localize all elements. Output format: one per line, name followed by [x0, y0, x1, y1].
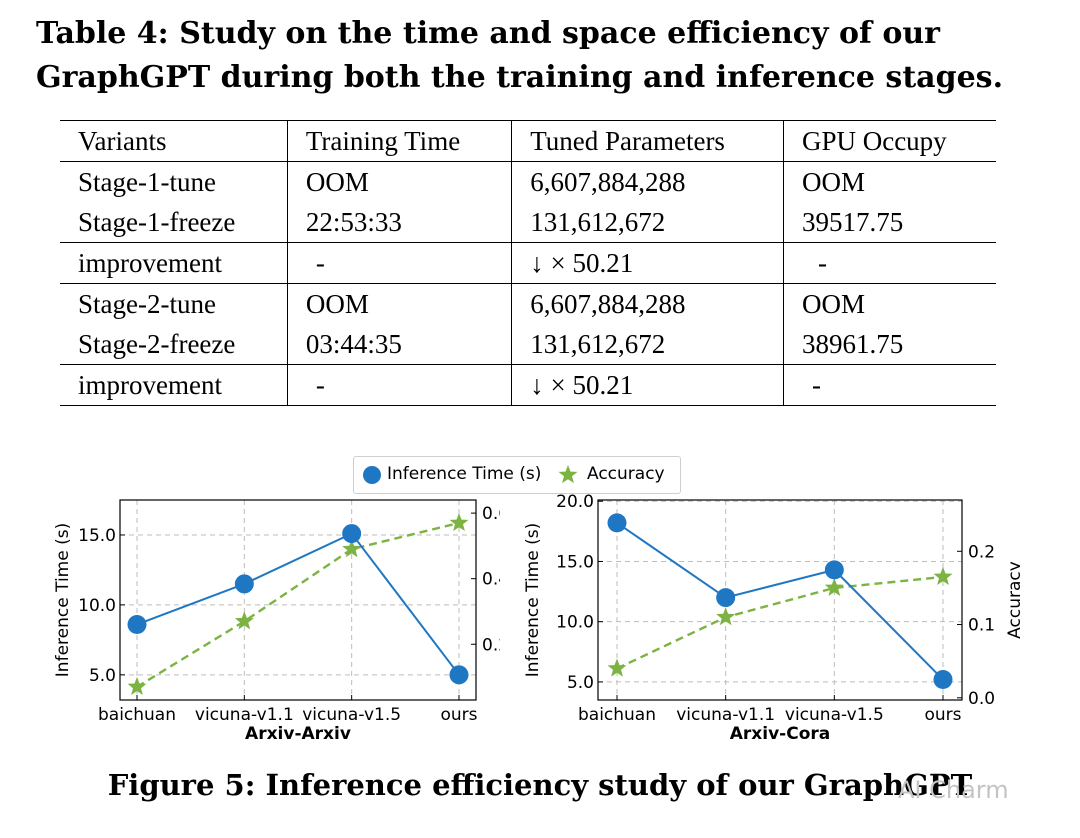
legend-star-marker [558, 465, 578, 484]
table-row: Stage-2-tune OOM 6,607,884,288 OOM [60, 283, 996, 324]
legend-label-accuracy: Accuracy [587, 464, 665, 484]
table-row-improvement: improvement - ↓ × 50.21 - [60, 364, 996, 406]
y-right-tick-label: 0.6 [482, 504, 500, 524]
legend-circle-marker [363, 466, 381, 484]
table-row-improvement: improvement - ↓ × 50.21 - [60, 242, 996, 284]
cell-variant: Stage-2-tune [60, 283, 288, 324]
x-tick-label: baichuan [578, 705, 656, 725]
y-right-axis-label: Accuracy [1005, 561, 1020, 639]
accuracy-point [234, 611, 254, 630]
accuracy-series-line [616, 575, 944, 670]
figure-caption: Figure 5: Inference efficiency study of … [107, 768, 973, 802]
y-right-tick-label: 0.2 [482, 635, 500, 655]
inference-time-point [716, 588, 736, 608]
inference-time-point [933, 670, 953, 690]
inference-time-point [449, 665, 469, 685]
accuracy-point [824, 577, 844, 596]
cell-training-time: OOM [287, 283, 513, 324]
cell-variant: improvement [60, 364, 288, 406]
cell-gpu-occupy: 39517.75 [783, 202, 996, 243]
accuracy-point [933, 566, 953, 585]
cell-tuned-parameters: 131,612,672 [511, 202, 784, 243]
cell-variant: Stage-1-tune [60, 161, 288, 202]
x-tick-label: ours [924, 705, 961, 725]
inference-time-series-line [136, 532, 460, 676]
cell-training-time: OOM [287, 161, 513, 202]
inference-time-series-line [616, 522, 944, 681]
inference-time-point [342, 524, 362, 544]
table-row: Stage-1-freeze 22:53:33 131,612,672 3951… [60, 202, 996, 243]
y-left-axis-label: Inference Time (s) [53, 523, 73, 677]
y-left-tick-label: 15.0 [78, 526, 116, 546]
header-gpu-occupy: GPU Occupy [783, 120, 996, 162]
cell-tuned-parameters: 131,612,672 [511, 324, 784, 365]
chart-legend: Inference Time (s) Accuracy [353, 456, 681, 494]
cell-gpu-occupy: 38961.75 [783, 324, 996, 365]
plot-frame [597, 499, 963, 701]
cell-variant: improvement [60, 242, 288, 284]
x-tick-label: vicuna-v1.5 [785, 705, 884, 725]
y-right-tick-label: 0.1 [968, 616, 995, 636]
watermark: AI Charm [898, 776, 1009, 804]
cell-training-time: 03:44:35 [287, 324, 513, 365]
cell-variant: Stage-1-freeze [60, 202, 288, 243]
inference-time-point [607, 513, 627, 533]
cell-tuned-parameters: 6,607,884,288 [511, 161, 784, 202]
legend-label-inference-time: Inference Time (s) [387, 464, 542, 484]
table-header-row: Variants Training Time Tuned Parameters … [60, 120, 996, 162]
legend-graphics [363, 465, 578, 484]
cell-gpu-occupy: OOM [801, 288, 865, 319]
cell-training-time: - [287, 364, 513, 406]
cell-tuned-parameters: ↓ × 50.21 [511, 242, 784, 284]
x-tick-label: baichuan [98, 705, 176, 725]
cell-gpu-occupy: OOM [801, 166, 865, 197]
y-left-tick-label: 10.0 [556, 613, 594, 633]
accuracy-point [607, 658, 627, 677]
efficiency-table: Variants Training Time Tuned Parameters … [60, 120, 996, 406]
x-tick-label: vicuna-v1.5 [302, 705, 401, 725]
cell-tuned-parameters: 6,607,884,288 [511, 283, 784, 324]
accuracy-point [342, 539, 362, 558]
cell-gpu-occupy: - [783, 242, 996, 284]
accuracy-point [127, 676, 147, 695]
table-row: Stage-1-tune OOM 6,607,884,288 OOM [60, 161, 996, 202]
table-caption: Table 4: Study on the time and space eff… [36, 16, 1004, 95]
y-left-tick-label: 15.0 [556, 552, 594, 572]
y-left-tick-label: 5.0 [89, 666, 116, 686]
chart-arxiv-cora: 5.0 10.0 15.0 20.0 0.0 0.1 0.2 baichuan vicuna-v… [523, 492, 1020, 744]
header-variants: Variants [60, 120, 288, 162]
cell-gpu-occupy: - [783, 364, 996, 406]
inference-time-point [234, 574, 254, 594]
plot-frame [119, 499, 477, 701]
x-tick-label: ours [440, 705, 477, 725]
accuracy-point [716, 607, 736, 626]
chart-arxiv-arxiv: 5.0 10.0 15.0 0.2 0.4 0.6 baichuan vicuna-v1.1 v… [53, 499, 500, 744]
y-right-tick-label: 0.0 [968, 689, 995, 709]
x-tick-label: vicuna-v1.1 [676, 705, 775, 725]
y-left-tick-label: 5.0 [567, 673, 594, 693]
x-axis-label: Arxiv-Cora [730, 724, 830, 744]
inference-time-point [824, 560, 844, 580]
y-left-tick-label: 20.0 [556, 492, 594, 512]
inference-time-point [127, 614, 147, 634]
header-training-time: Training Time [287, 120, 513, 162]
cell-training-time: 22:53:33 [287, 202, 513, 243]
accuracy-point [449, 513, 469, 531]
header-tuned-parameters: Tuned Parameters [511, 120, 784, 162]
cell-tuned-parameters: ↓ × 50.21 [511, 364, 784, 406]
x-tick-label: vicuna-v1.1 [195, 705, 294, 725]
x-axis-label: Arxiv-Arxiv [245, 724, 351, 744]
table-row: Stage-2-freeze 03:44:35 131,612,672 3896… [60, 324, 996, 365]
y-right-tick-label: 0.4 [482, 570, 500, 590]
cell-training-time: - [287, 242, 513, 284]
y-left-axis-label: Inference Time (s) [523, 523, 543, 677]
y-right-tick-label: 0.2 [968, 542, 995, 562]
y-left-tick-label: 10.0 [78, 596, 116, 616]
cell-variant: Stage-2-freeze [60, 324, 288, 365]
